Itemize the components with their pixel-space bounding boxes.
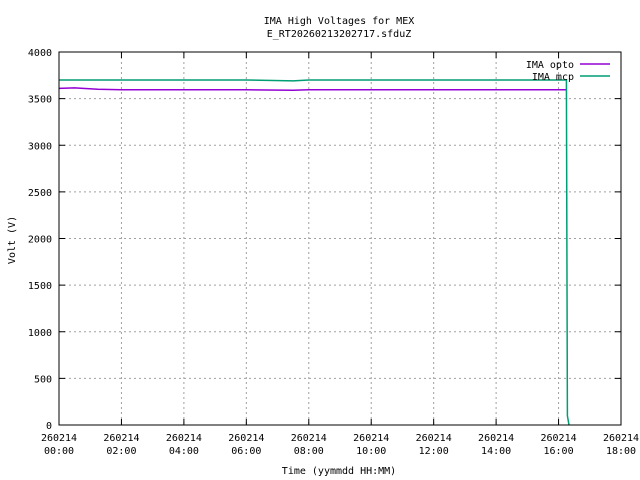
plot-lines [58,79,570,426]
x-tick-label-time: 06:00 [231,446,261,457]
chart-subtitle: E_RT20260213202717.sfduZ [267,29,412,40]
x-tick-label-date: 260214 [416,433,452,444]
y-tick-label: 1000 [28,328,52,339]
grid [59,52,621,425]
x-tick-label-time: 12:00 [419,446,449,457]
axes: 0 500 1000 1500 2000 2500 3000 3500 4000 260214 00… [28,48,639,457]
y-axis-label: Volt (V) [7,216,18,264]
y-tick-label: 500 [34,374,52,385]
x-tick-label-date: 260214 [228,433,264,444]
x-tick-label-time: 10:00 [356,446,386,457]
x-tick-label-time: 14:00 [481,446,511,457]
x-tick-label-date: 260214 [540,433,576,444]
x-tick-label-time: 18:00 [606,446,636,457]
x-tick-label-time: 00:00 [44,446,74,457]
x-tick-label-time: 16:00 [544,446,574,457]
x-tick-label-date: 260214 [166,433,202,444]
x-axis-label: Time (yymmdd HH:MM) [282,466,396,477]
y-tick-label: 3500 [28,95,52,106]
x-tick-label-date: 260214 [291,433,327,444]
y-tick-label: 3000 [28,141,52,152]
y-tick-label: 2500 [28,188,52,199]
legend-label: IMA opto [526,60,574,71]
series-line-0 [58,87,567,91]
y-tick-label: 1500 [28,281,52,292]
chart-title: IMA High Voltages for MEX [264,16,415,27]
series-line-1 [59,79,570,426]
x-tick-label-date: 260214 [478,433,514,444]
x-tick-label-date: 260214 [103,433,139,444]
x-tick-label-date: 260214 [353,433,389,444]
x-tick-label-date: 260214 [603,433,639,444]
x-tick-label-time: 02:00 [106,446,136,457]
x-tick-label-time: 08:00 [294,446,324,457]
x-tick-label-time: 04:00 [169,446,199,457]
y-tick-label: 2000 [28,235,52,246]
y-tick-label: 4000 [28,48,52,59]
legend-label: IMA mcp [532,72,574,83]
y-tick-label: 0 [46,421,52,432]
x-tick-label-date: 260214 [41,433,77,444]
